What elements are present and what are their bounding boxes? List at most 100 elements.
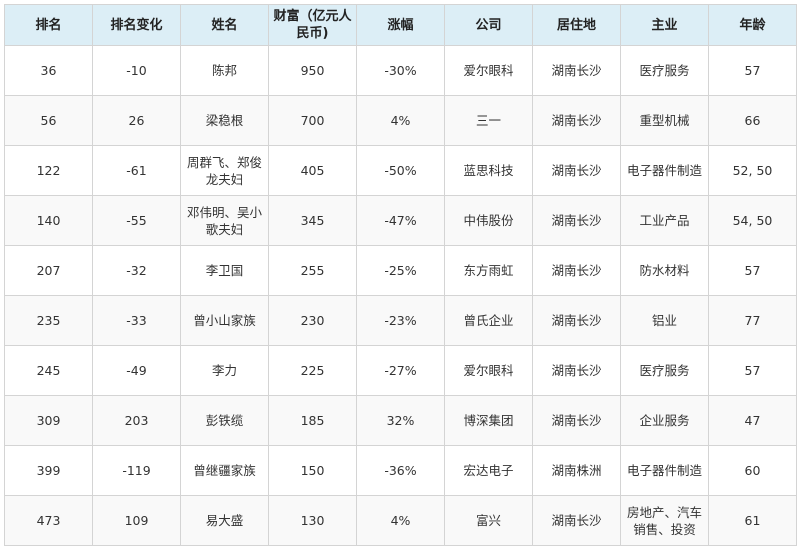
cell-industry: 企业服务 [620,395,709,446]
cell-wealth: 700 [268,95,357,146]
cell-name: 曾继疆家族 [180,445,269,496]
cell-age: 54, 50 [708,195,797,246]
cell-change-pct: -36% [356,445,445,496]
cell-company: 富兴 [444,495,533,546]
cell-name: 曾小山家族 [180,295,269,346]
cell-rank-change: 26 [92,95,181,146]
cell-change-pct: -50% [356,145,445,196]
cell-wealth: 345 [268,195,357,246]
table-row: 36 -10 陈邦 950 -30% 爱尔眼科 湖南长沙 医疗服务 57 [4,45,797,96]
column-header-change-pct: 涨幅 [356,4,445,46]
cell-name: 彭铁缆 [180,395,269,446]
cell-rank: 36 [4,45,93,96]
cell-company: 中伟股份 [444,195,533,246]
cell-wealth: 405 [268,145,357,196]
cell-rank-change: -61 [92,145,181,196]
cell-industry: 医疗服务 [620,345,709,396]
cell-rank: 207 [4,245,93,296]
cell-rank: 140 [4,195,93,246]
cell-rank-change: -32 [92,245,181,296]
cell-change-pct: 4% [356,495,445,546]
cell-change-pct: -30% [356,45,445,96]
column-header-rank-change: 排名变化 [92,4,181,46]
column-header-industry: 主业 [620,4,709,46]
cell-residence: 湖南长沙 [532,45,621,96]
cell-name: 陈邦 [180,45,269,96]
cell-name: 李力 [180,345,269,396]
cell-industry: 铝业 [620,295,709,346]
table-row: 473 109 易大盛 130 4% 富兴 湖南长沙 房地产、汽车销售、投资 61 [4,495,797,546]
table-row: 235 -33 曾小山家族 230 -23% 曾氏企业 湖南长沙 铝业 77 [4,295,797,346]
cell-company: 曾氏企业 [444,295,533,346]
table-row: 309 203 彭铁缆 185 32% 博深集团 湖南长沙 企业服务 47 [4,395,797,446]
cell-rank: 56 [4,95,93,146]
cell-rank-change: -49 [92,345,181,396]
cell-industry: 重型机械 [620,95,709,146]
table-row: 245 -49 李力 225 -27% 爱尔眼科 湖南长沙 医疗服务 57 [4,345,797,396]
cell-rank: 122 [4,145,93,196]
cell-residence: 湖南长沙 [532,145,621,196]
cell-company: 爱尔眼科 [444,345,533,396]
column-header-age: 年龄 [708,4,797,46]
table-row: 56 26 梁稳根 700 4% 三一 湖南长沙 重型机械 66 [4,95,797,146]
cell-residence: 湖南株洲 [532,445,621,496]
cell-residence: 湖南长沙 [532,495,621,546]
cell-age: 52, 50 [708,145,797,196]
cell-change-pct: -27% [356,345,445,396]
cell-wealth: 130 [268,495,357,546]
cell-name: 邓伟明、吴小歌夫妇 [180,195,269,246]
cell-industry: 电子器件制造 [620,145,709,196]
cell-wealth: 255 [268,245,357,296]
cell-wealth: 230 [268,295,357,346]
rich-list-table: 排名 排名变化 姓名 财富（亿元人民币) 涨幅 公司 居住地 主业 年龄 36 -10 陈邦 950-… [4,4,797,546]
cell-company: 三一 [444,95,533,146]
cell-rank-change: -33 [92,295,181,346]
cell-company: 宏达电子 [444,445,533,496]
cell-company: 爱尔眼科 [444,45,533,96]
cell-rank-change: -119 [92,445,181,496]
cell-rank: 309 [4,395,93,446]
cell-rank-change: -55 [92,195,181,246]
table-row: 122 -61 周群飞、郑俊龙夫妇 405 -50% 蓝思科技 湖南长沙 电子器件制造 52, … [4,145,797,196]
cell-company: 博深集团 [444,395,533,446]
cell-name: 周群飞、郑俊龙夫妇 [180,145,269,196]
cell-rank: 473 [4,495,93,546]
cell-wealth: 150 [268,445,357,496]
cell-company: 东方雨虹 [444,245,533,296]
cell-industry: 房地产、汽车销售、投资 [620,495,709,546]
cell-rank-change: 109 [92,495,181,546]
cell-residence: 湖南长沙 [532,345,621,396]
cell-industry: 工业产品 [620,195,709,246]
column-header-residence: 居住地 [532,4,621,46]
table-row: 140 -55 邓伟明、吴小歌夫妇 345 -47% 中伟股份 湖南长沙 工业产品 54, 50 [4,195,797,246]
cell-age: 60 [708,445,797,496]
cell-age: 66 [708,95,797,146]
cell-age: 57 [708,245,797,296]
cell-rank: 245 [4,345,93,396]
column-header-rank: 排名 [4,4,93,46]
cell-change-pct: 4% [356,95,445,146]
cell-wealth: 185 [268,395,357,446]
cell-age: 47 [708,395,797,446]
cell-residence: 湖南长沙 [532,395,621,446]
cell-name: 梁稳根 [180,95,269,146]
cell-wealth: 950 [268,45,357,96]
cell-wealth: 225 [268,345,357,396]
cell-residence: 湖南长沙 [532,95,621,146]
header-row: 排名 排名变化 姓名 财富（亿元人民币) 涨幅 公司 居住地 主业 年龄 [4,4,797,46]
column-header-wealth: 财富（亿元人民币) [268,4,357,46]
cell-residence: 湖南长沙 [532,295,621,346]
cell-rank: 399 [4,445,93,496]
cell-change-pct: -23% [356,295,445,346]
cell-age: 57 [708,345,797,396]
cell-age: 57 [708,45,797,96]
table-body: 36 -10 陈邦 950 -30% 爱尔眼科 湖南长沙 医疗服务 57 56 26 梁稳根 700 4%… [4,45,797,546]
cell-age: 77 [708,295,797,346]
column-header-company: 公司 [444,4,533,46]
table-row: 399 -119 曾继疆家族 150 -36% 宏达电子 湖南株洲 电子器件制造 60 [4,445,797,496]
cell-rank-change: 203 [92,395,181,446]
cell-residence: 湖南长沙 [532,195,621,246]
cell-name: 易大盛 [180,495,269,546]
cell-change-pct: 32% [356,395,445,446]
cell-age: 61 [708,495,797,546]
